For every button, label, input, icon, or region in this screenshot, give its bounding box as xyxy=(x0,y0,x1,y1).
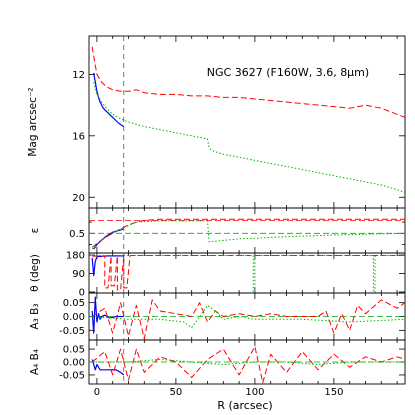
series-green-mag xyxy=(93,81,405,194)
y-tick-label-theta: 180 xyxy=(66,251,85,262)
panel-ellip: 0.5 ε xyxy=(29,207,406,254)
series-green-theta xyxy=(92,255,405,293)
y-tick-label-theta: 90 xyxy=(72,269,85,280)
chart-title: NGC 3627 (F160W, 3.6, 8μm) xyxy=(207,66,369,79)
y-tick-label-mag: 16 xyxy=(72,131,85,142)
panel-mag: 12 16 20 Mag arcsec⁻² xyxy=(27,35,406,209)
series-red-mag xyxy=(91,46,405,118)
series-blue-a4b4 xyxy=(91,359,125,376)
series-blue-theta xyxy=(91,255,124,277)
y-tick-label-a4b4: 0.00 xyxy=(63,358,85,369)
y-tick-label-a4b4: 0.05 xyxy=(63,345,85,356)
series-green-ellip xyxy=(91,220,405,250)
y-tick-label-a3b3: 0.05 xyxy=(63,298,85,309)
series-blue-a3b3 xyxy=(91,296,124,334)
plot-area-a4b4 xyxy=(89,340,405,384)
y-axis-label-theta: θ (deg) xyxy=(29,254,41,292)
y-axis-label-a4b4: A₄ B₄ xyxy=(29,349,41,375)
series-red-theta xyxy=(92,255,405,291)
panel-theta: 0 90 180 θ (deg) xyxy=(29,251,406,298)
y-tick-label-a4b4: -0.05 xyxy=(59,370,85,381)
panel-frame-theta xyxy=(88,252,406,294)
panel-frame-mag xyxy=(88,35,406,209)
y-tick-label-mag: 12 xyxy=(72,70,85,81)
plot-area-mag xyxy=(91,36,405,208)
plot-area-theta xyxy=(91,253,405,293)
x-tick-label: 100 xyxy=(245,387,264,398)
series-blue-mag xyxy=(93,72,125,128)
x-tick-label: 0 xyxy=(94,387,100,398)
y-tick-label-ellip: 0.5 xyxy=(69,229,85,240)
y-axis-label-a3b3: A₃ B₃ xyxy=(29,303,41,329)
x-axis-label: R (arcsec) xyxy=(217,399,272,412)
series-blue-ellip xyxy=(93,228,124,250)
y-tick-label-a3b3: -0.05 xyxy=(59,326,85,337)
y-tick-label-a3b3: 0.00 xyxy=(63,312,85,323)
plot-area-ellip xyxy=(89,208,405,253)
y-tick-label-mag: 20 xyxy=(72,193,85,204)
series-red-a4b4 xyxy=(91,346,405,384)
y-axis-label-mag: Mag arcsec⁻² xyxy=(27,87,39,156)
series-green-a4b4 xyxy=(92,358,405,366)
x-tick-label: 50 xyxy=(170,387,183,398)
y-tick-label-theta: 0 xyxy=(79,287,85,298)
y-axis-label-ellip: ε xyxy=(29,228,41,234)
series-red-a3b3 xyxy=(91,299,405,340)
x-tick-label: 150 xyxy=(324,387,343,398)
panel-a3b3: -0.05 0.00 0.05 A₃ B₃ xyxy=(29,292,406,341)
panel-a4b4: -0.050.00 0.05 A₄ B₄ xyxy=(29,339,406,385)
panel-frame-ellip xyxy=(88,207,406,254)
plot-area-a3b3 xyxy=(89,293,405,340)
